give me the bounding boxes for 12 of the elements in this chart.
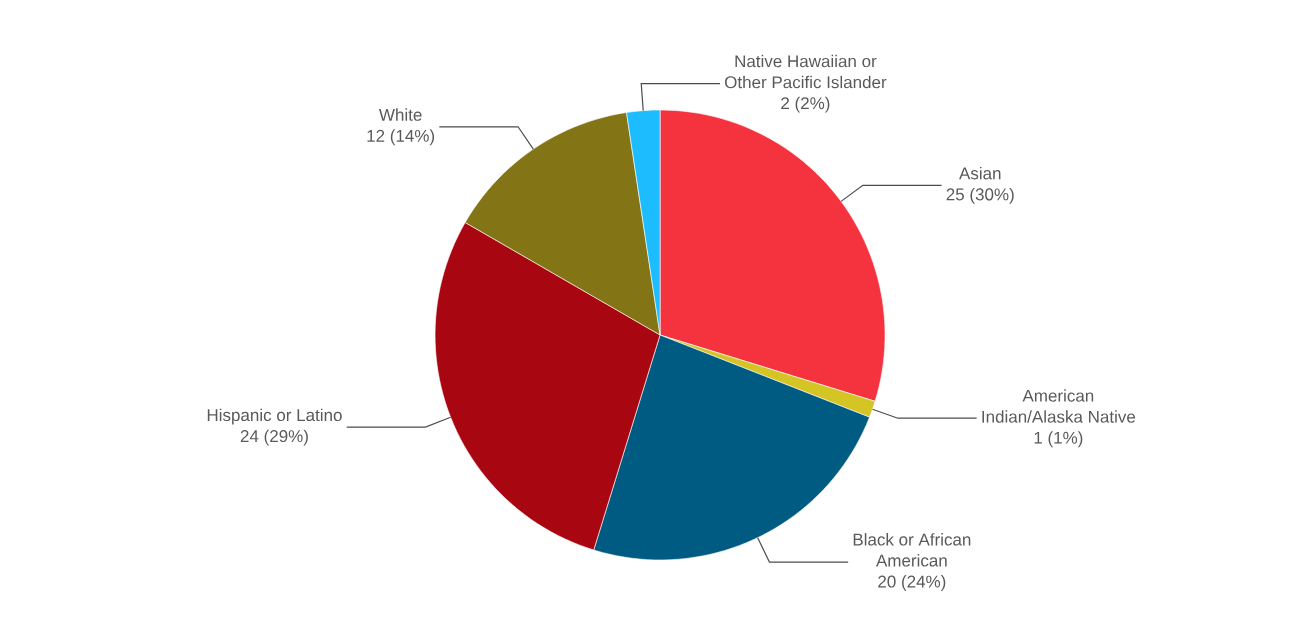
slice-label: White — [378, 108, 422, 121]
slice-label: Asian — [959, 166, 1001, 180]
data-label: 2 (2%) — [781, 96, 830, 113]
slice-label: Native Hawaiian or Other Pacific Islander — [724, 54, 887, 89]
data-label: 25 (30%) — [946, 187, 1014, 204]
data-label: 1 (1%) — [1034, 431, 1083, 448]
slice-label: Hispanic or Latino — [207, 408, 342, 425]
data-label: 20 (24%) — [878, 575, 946, 591]
slice-label: Black or African American — [853, 533, 971, 567]
data-label: 24 (29%) — [240, 429, 308, 446]
data-label: 12 (14%) — [367, 129, 435, 146]
slice-label: American Indian/Alaska Native — [982, 389, 1136, 423]
